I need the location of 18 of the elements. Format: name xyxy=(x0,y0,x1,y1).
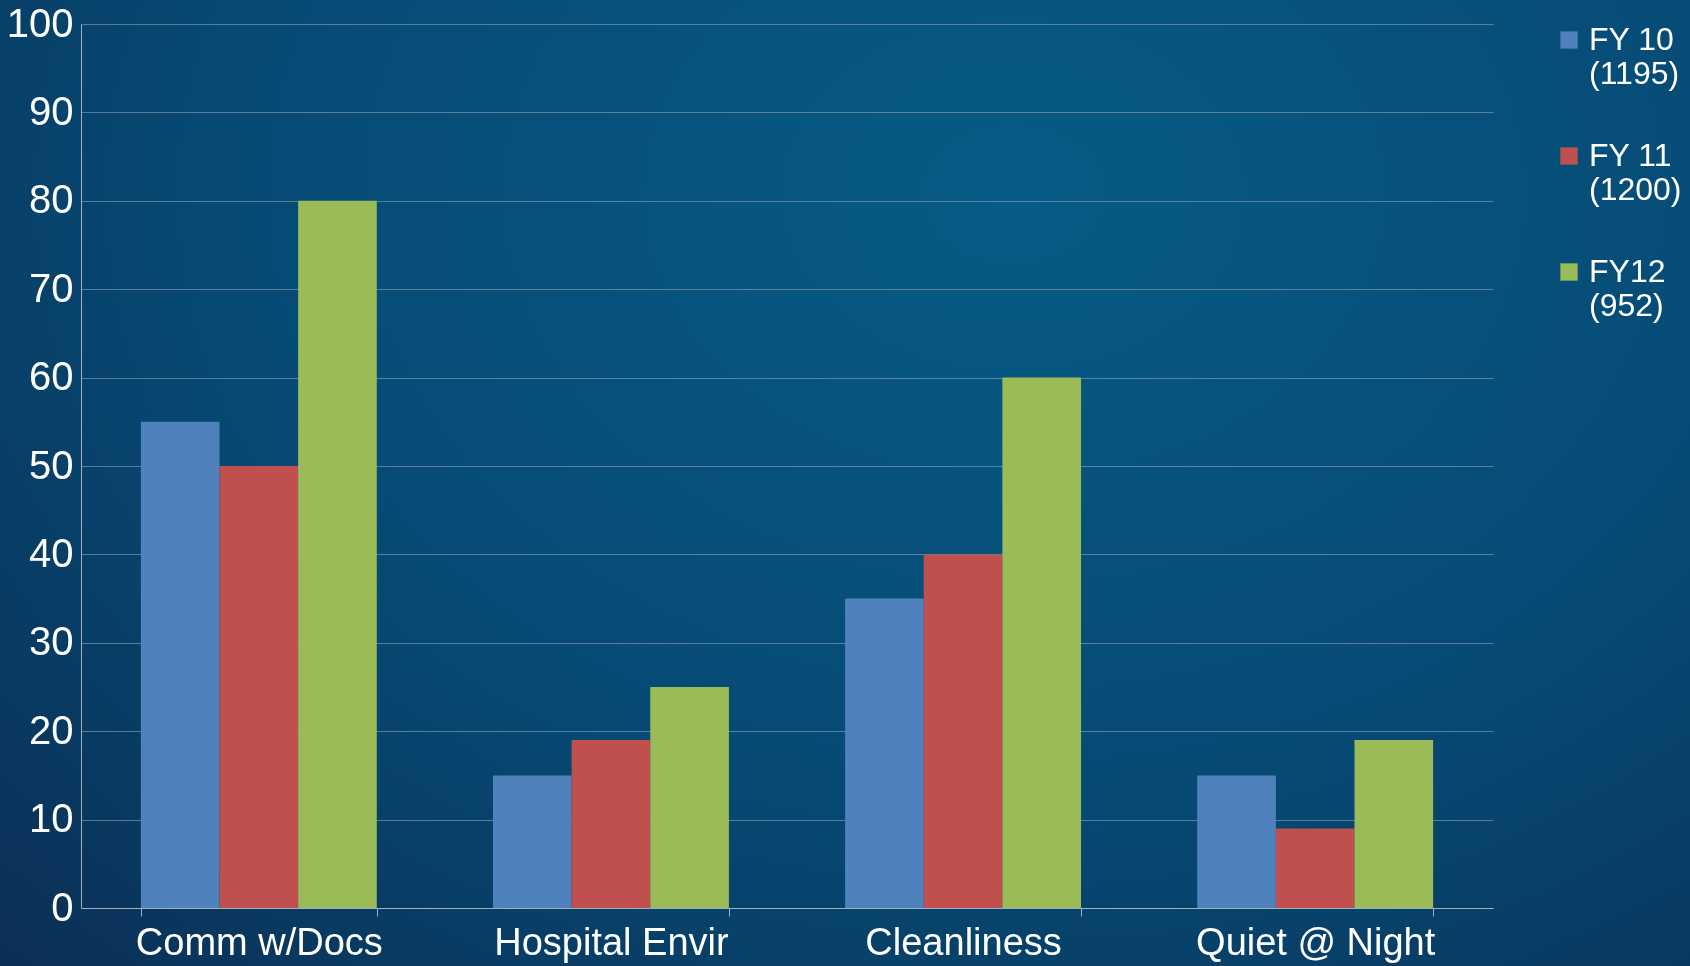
y-tick-label: 70 xyxy=(29,265,74,310)
x-tick-label: Quiet @ Night xyxy=(1196,920,1436,963)
y-tick-label: 60 xyxy=(29,354,74,399)
y-tick-label: 90 xyxy=(29,88,74,133)
legend-label: FY 11 (1200) xyxy=(1589,137,1682,207)
y-tick-label: 100 xyxy=(6,0,74,45)
y-tick-label: 80 xyxy=(29,177,74,222)
legend-label: FY12 (952) xyxy=(1589,253,1666,323)
y-tick-label: 30 xyxy=(29,619,74,664)
y-tick-label: 20 xyxy=(29,707,74,752)
y-tick-label: 10 xyxy=(29,796,74,841)
x-tick-label: Hospital Envir xyxy=(494,920,729,963)
y-tick-label: 40 xyxy=(29,530,74,575)
legend-label: FY 10 (1195) xyxy=(1589,21,1680,91)
x-tick-label: Cleanliness xyxy=(865,920,1062,963)
y-tick-label: 50 xyxy=(29,442,74,487)
x-tick-label: Comm w/Docs xyxy=(135,920,383,963)
y-tick-label: 0 xyxy=(51,884,74,929)
